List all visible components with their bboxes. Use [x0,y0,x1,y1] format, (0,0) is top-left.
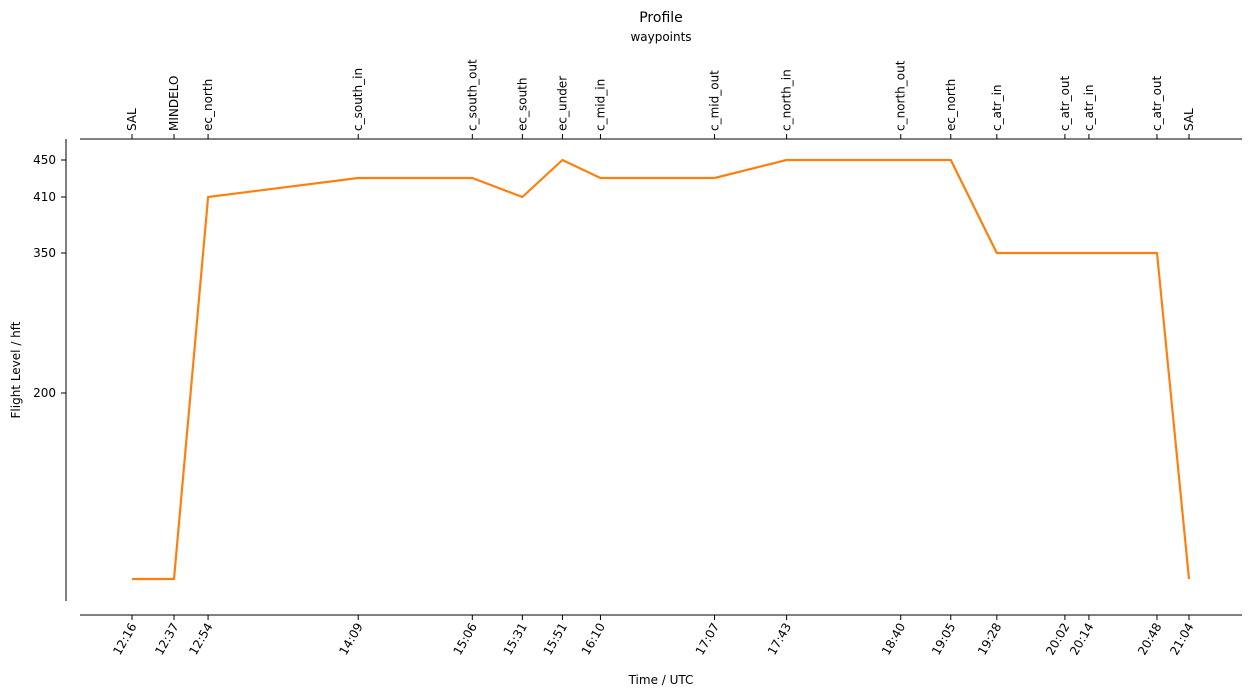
waypoint-label: c_south_out [465,59,479,131]
waypoint-label: c_south_in [351,68,365,131]
y-tick-label: 450 [33,153,56,167]
x-axis-label: Time / UTC [628,673,694,687]
x-tick-label: 16:10 [579,621,608,658]
x-tick-label: 18:40 [879,621,908,658]
x-tick-label: 12:54 [186,621,215,658]
waypoint-label: c_mid_out [708,70,722,131]
waypoint-label: c_mid_in [593,79,607,131]
x-tick-label: 19:05 [929,621,958,658]
waypoint-label: MINDELO [167,76,181,131]
x-tick-label: 21:04 [1167,621,1196,658]
waypoint-label: ec_north [201,79,215,131]
waypoint-label: ec_under [555,76,569,131]
waypoint-label: SAL [1182,108,1196,131]
y-axis-label: Flight Level / hft [9,321,23,418]
x-tick-label: 15:06 [450,621,479,658]
waypoint-label: SAL [125,108,139,131]
waypoint-label: c_north_in [780,69,794,131]
waypoint-label: c_atr_in [1082,84,1096,131]
chart-title: Profile [639,10,683,26]
y-tick-label: 350 [33,246,56,260]
x-tick-label: 17:43 [765,621,794,658]
top-axis-label: waypoints [630,30,691,44]
x-tick-label: 15:31 [501,621,530,658]
y-tick-label: 410 [33,190,56,204]
x-tick-label: 20:48 [1135,621,1164,658]
x-tick-label: 12:37 [152,621,181,658]
x-tick-label: 20:14 [1067,621,1096,658]
waypoint-label: c_atr_out [1150,75,1164,131]
flight-level-line [132,158,1191,581]
waypoint-label: ec_south [515,78,529,132]
waypoint-label: c_atr_out [1058,75,1072,131]
waypoint-label: c_north_out [894,60,908,131]
x-tick-label: 15:51 [541,621,570,658]
x-tick-label: 12:16 [110,621,139,658]
waypoint-label: c_atr_in [990,84,1004,131]
waypoint-label: ec_north [944,79,958,131]
x-tick-label: 19:28 [975,621,1004,658]
y-tick-label: 200 [33,386,56,400]
x-tick-label: 17:07 [693,621,722,658]
x-tick-label: 14:09 [336,621,365,658]
